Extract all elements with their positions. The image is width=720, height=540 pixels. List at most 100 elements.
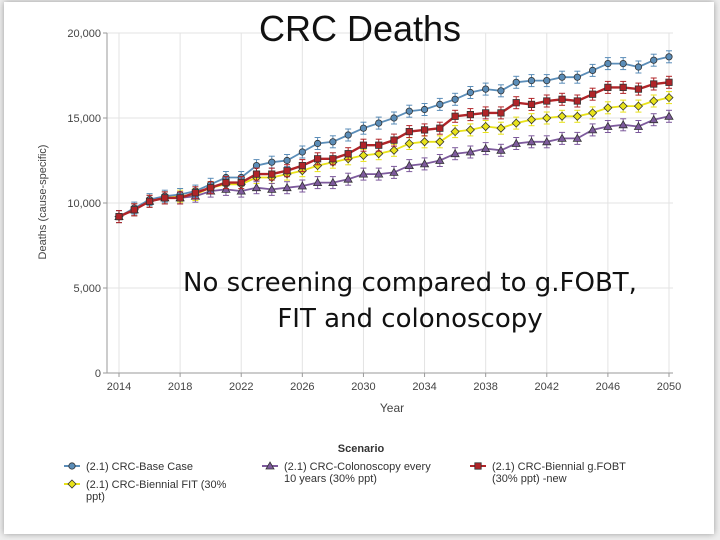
data-point bbox=[633, 121, 644, 130]
data-point bbox=[207, 184, 215, 192]
data-point bbox=[222, 178, 230, 187]
data-point bbox=[282, 182, 292, 192]
data-point bbox=[358, 169, 369, 178]
data-point bbox=[420, 105, 429, 114]
data-point bbox=[436, 100, 444, 109]
y-axis-label: Deaths (cause-specific) bbox=[37, 145, 49, 260]
data-point bbox=[329, 155, 337, 163]
data-point bbox=[374, 169, 384, 178]
data-point bbox=[419, 159, 430, 168]
series-3 bbox=[115, 75, 673, 224]
data-point bbox=[343, 174, 353, 183]
legend-label: (2.1) CRC-Base Case bbox=[86, 461, 193, 473]
data-point bbox=[390, 136, 398, 144]
data-point bbox=[176, 194, 184, 202]
data-point bbox=[252, 170, 261, 178]
data-point bbox=[298, 161, 306, 170]
legend-entry: (2.1) CRC-Base Case bbox=[64, 461, 193, 473]
data-point bbox=[191, 189, 199, 197]
data-point bbox=[283, 156, 291, 165]
data-point bbox=[389, 167, 399, 176]
data-point bbox=[603, 103, 613, 113]
data-point bbox=[465, 125, 475, 135]
data-point bbox=[497, 87, 505, 95]
data-point bbox=[436, 124, 444, 132]
y-tick-label: 5,000 bbox=[73, 283, 101, 295]
x-tick-label: 2050 bbox=[657, 381, 681, 393]
data-point bbox=[389, 145, 399, 155]
data-point bbox=[497, 109, 505, 117]
data-point bbox=[375, 141, 383, 149]
x-tick-label: 2026 bbox=[290, 381, 314, 393]
legend-title: Scenario bbox=[338, 443, 385, 455]
x-tick-label: 2042 bbox=[535, 381, 559, 393]
data-point bbox=[543, 77, 551, 85]
data-point bbox=[481, 121, 491, 132]
x-tick-label: 2046 bbox=[596, 381, 620, 393]
data-point bbox=[404, 138, 414, 149]
data-point bbox=[589, 66, 597, 75]
legend-label: (2.1) CRC-Biennial FIT (30% bbox=[86, 479, 227, 491]
legend-label: ppt) bbox=[86, 491, 105, 503]
x-tick-label: 2038 bbox=[473, 381, 497, 393]
data-point bbox=[451, 95, 459, 103]
subtitle-line-1: No screening compared to g.FOBT, bbox=[183, 268, 637, 298]
legend-label: (30% ppt) -new bbox=[492, 473, 567, 485]
data-point bbox=[375, 119, 383, 127]
data-point bbox=[405, 107, 413, 115]
legend-entry: (2.1) CRC-Biennial g.FOBT(30% ppt) -new bbox=[470, 461, 626, 485]
y-tick-label: 20,000 bbox=[67, 28, 101, 40]
data-point bbox=[312, 177, 323, 187]
data-point bbox=[619, 83, 627, 91]
data-point bbox=[236, 186, 246, 195]
data-point bbox=[573, 73, 581, 81]
data-point bbox=[542, 113, 552, 123]
data-point bbox=[526, 136, 537, 146]
data-point bbox=[557, 111, 567, 121]
legend-swatch-marker bbox=[67, 479, 77, 489]
data-point bbox=[511, 118, 521, 128]
data-point bbox=[237, 178, 245, 187]
data-point bbox=[328, 177, 338, 187]
data-point bbox=[268, 158, 276, 166]
legend-label: (2.1) CRC-Biennial g.FOBT bbox=[492, 461, 626, 473]
data-point bbox=[419, 137, 430, 147]
data-point bbox=[618, 101, 628, 111]
data-point bbox=[634, 63, 643, 71]
legend-label: 10 years (30% ppt) bbox=[284, 473, 377, 485]
slide-subtitle: No screening compared to g.FOBT, FIT and… bbox=[170, 265, 650, 337]
data-point bbox=[604, 83, 612, 91]
data-point bbox=[588, 108, 598, 118]
data-point bbox=[587, 125, 598, 134]
data-point bbox=[543, 97, 551, 105]
data-point bbox=[512, 78, 520, 86]
data-point bbox=[466, 88, 474, 97]
data-point bbox=[664, 111, 674, 120]
data-point bbox=[145, 197, 154, 205]
data-point bbox=[496, 123, 506, 133]
data-point bbox=[480, 143, 491, 153]
data-point bbox=[297, 181, 308, 190]
data-point bbox=[450, 127, 460, 137]
data-point bbox=[161, 194, 169, 202]
subtitle-line-2: FIT and colonoscopy bbox=[277, 304, 543, 334]
data-point bbox=[527, 100, 536, 108]
data-point bbox=[649, 96, 659, 106]
data-point bbox=[359, 124, 368, 132]
x-tick-label: 2022 bbox=[229, 381, 253, 393]
data-point bbox=[496, 145, 506, 154]
data-point bbox=[650, 80, 658, 88]
data-point bbox=[619, 59, 627, 68]
data-point bbox=[130, 206, 138, 214]
data-point bbox=[329, 138, 337, 146]
y-tick-label: 0 bbox=[95, 368, 101, 380]
data-point bbox=[512, 99, 520, 107]
data-point bbox=[665, 53, 673, 61]
data-point bbox=[267, 184, 277, 193]
data-point bbox=[450, 148, 460, 158]
data-point bbox=[558, 73, 566, 81]
data-point bbox=[344, 150, 352, 158]
data-point bbox=[405, 127, 413, 136]
data-point bbox=[115, 212, 123, 221]
data-point bbox=[268, 170, 276, 178]
